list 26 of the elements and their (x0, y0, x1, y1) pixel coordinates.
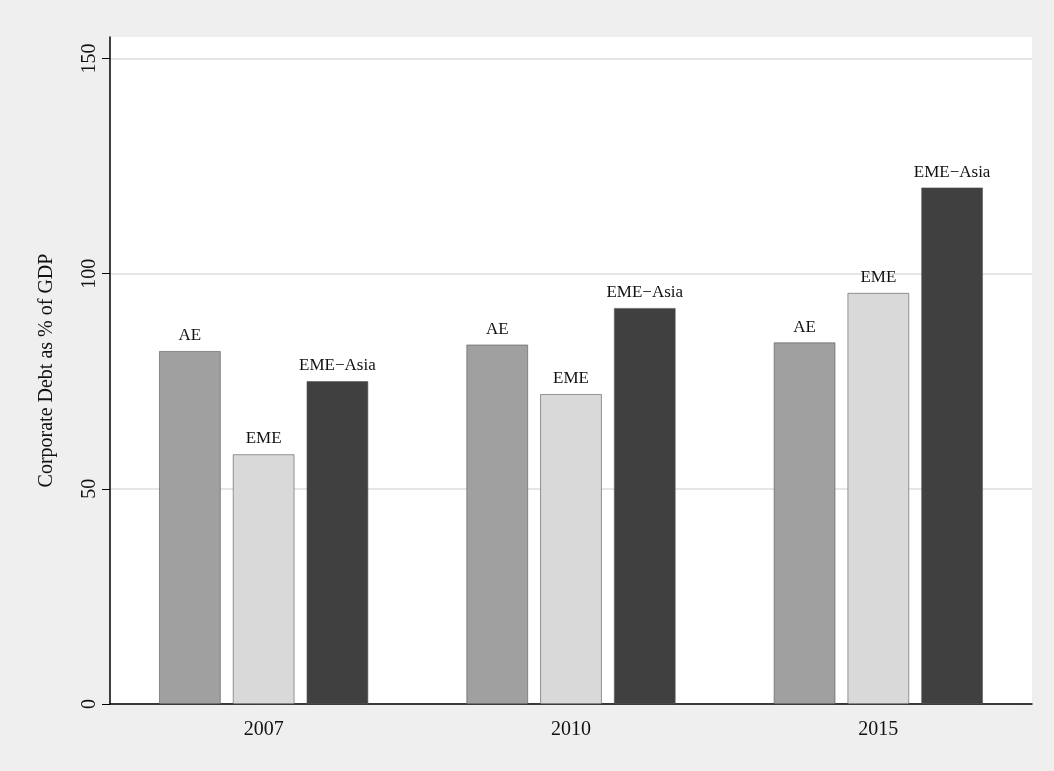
bar (466, 344, 528, 704)
x-tick-label: 2010 (551, 717, 591, 739)
bar (614, 308, 676, 704)
x-tick-label: 2007 (243, 717, 284, 739)
y-tick-label: 0 (77, 699, 99, 709)
bar (159, 351, 221, 704)
bar (847, 293, 910, 704)
y-tick-label: 50 (77, 478, 99, 499)
x-tick-label: 2015 (858, 717, 899, 739)
bar (540, 394, 602, 704)
y-tick-label: 150 (77, 43, 99, 74)
text: EME−Asia (299, 355, 376, 375)
y-axis-title: Corporate Debt as % of GDP (34, 253, 57, 488)
text: EME (553, 368, 589, 388)
bar (921, 187, 983, 704)
text: EME−Asia (606, 282, 684, 302)
bar (232, 454, 295, 704)
text: AE (793, 316, 816, 336)
bar (306, 381, 369, 704)
series-label: EME (245, 428, 282, 448)
series-label: AE (178, 325, 202, 345)
text: EME (860, 267, 897, 287)
text: AE (485, 318, 509, 338)
bar (773, 342, 836, 704)
series-label: EME−Asia (913, 161, 991, 181)
y-tick-label: 100 (77, 258, 99, 289)
